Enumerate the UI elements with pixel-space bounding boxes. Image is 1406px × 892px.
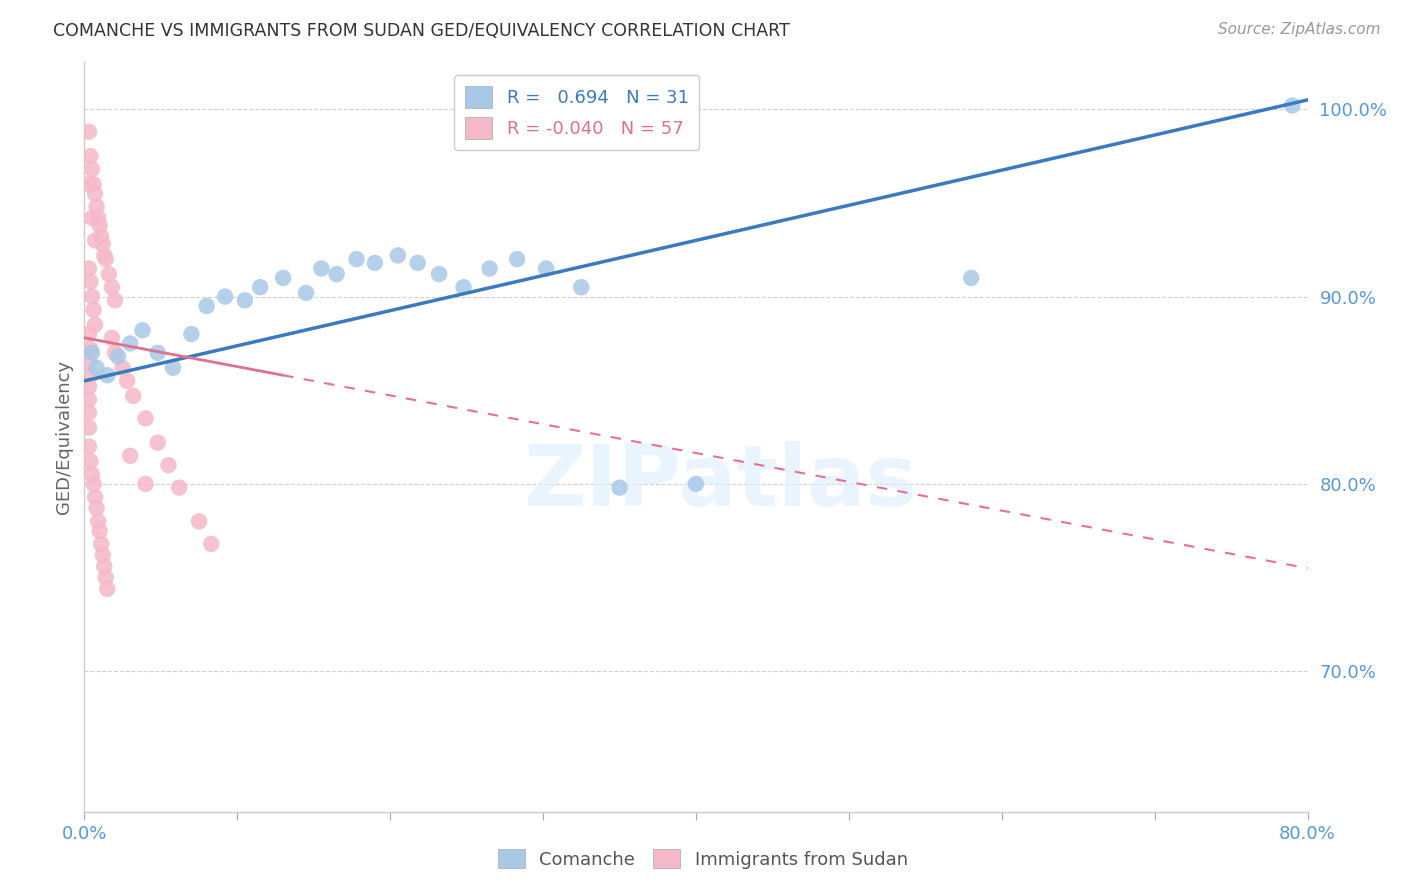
Point bbox=[131, 323, 153, 337]
Point bbox=[80, 211, 103, 225]
Point bbox=[89, 524, 111, 538]
Point bbox=[180, 326, 202, 341]
Point bbox=[214, 289, 236, 303]
Point bbox=[506, 252, 529, 266]
Point bbox=[93, 248, 115, 262]
Point bbox=[89, 219, 111, 233]
Point bbox=[77, 379, 100, 393]
Point bbox=[107, 350, 129, 364]
Point bbox=[84, 490, 107, 504]
Point bbox=[104, 293, 127, 308]
Point bbox=[86, 360, 108, 375]
Point bbox=[120, 449, 142, 463]
Point bbox=[86, 501, 108, 516]
Point bbox=[188, 514, 211, 528]
Point bbox=[77, 261, 100, 276]
Point bbox=[609, 481, 631, 495]
Point bbox=[80, 467, 103, 482]
Legend: R =   0.694   N = 31, R = -0.040   N = 57: R = 0.694 N = 31, R = -0.040 N = 57 bbox=[454, 75, 699, 150]
Point bbox=[84, 318, 107, 332]
Point bbox=[96, 582, 118, 596]
Point bbox=[104, 345, 127, 359]
Point bbox=[83, 302, 105, 317]
Point bbox=[77, 439, 100, 453]
Point bbox=[478, 261, 501, 276]
Point bbox=[101, 280, 124, 294]
Point bbox=[387, 248, 409, 262]
Point bbox=[311, 261, 333, 276]
Point bbox=[325, 267, 347, 281]
Point bbox=[77, 392, 100, 407]
Point bbox=[346, 252, 368, 266]
Point bbox=[101, 331, 124, 345]
Point bbox=[90, 537, 112, 551]
Point bbox=[77, 326, 100, 341]
Point bbox=[453, 280, 475, 294]
Point bbox=[80, 162, 103, 177]
Point bbox=[94, 252, 117, 266]
Point bbox=[167, 481, 190, 495]
Point bbox=[364, 256, 387, 270]
Point bbox=[84, 233, 107, 247]
Point bbox=[960, 270, 983, 285]
Point bbox=[94, 571, 117, 585]
Point bbox=[295, 285, 318, 300]
Point bbox=[146, 435, 169, 450]
Point bbox=[83, 476, 105, 491]
Point bbox=[162, 360, 184, 375]
Point bbox=[83, 177, 105, 191]
Point bbox=[271, 270, 294, 285]
Legend: Comanche, Immigrants from Sudan: Comanche, Immigrants from Sudan bbox=[491, 842, 915, 876]
Point bbox=[146, 345, 169, 359]
Point bbox=[79, 149, 101, 163]
Point bbox=[115, 374, 138, 388]
Point bbox=[157, 458, 180, 472]
Point bbox=[200, 537, 222, 551]
Point bbox=[79, 275, 101, 289]
Point bbox=[195, 299, 218, 313]
Text: Source: ZipAtlas.com: Source: ZipAtlas.com bbox=[1218, 22, 1381, 37]
Point bbox=[97, 267, 120, 281]
Point bbox=[91, 548, 114, 562]
Point bbox=[77, 420, 100, 434]
Point bbox=[406, 256, 429, 270]
Point bbox=[77, 406, 100, 420]
Point bbox=[80, 289, 103, 303]
Point bbox=[79, 368, 101, 383]
Text: ZIPatlas: ZIPatlas bbox=[523, 441, 917, 524]
Point bbox=[569, 280, 592, 294]
Point bbox=[120, 336, 142, 351]
Point bbox=[122, 389, 145, 403]
Point bbox=[427, 267, 450, 281]
Point bbox=[84, 186, 107, 201]
Point bbox=[79, 454, 101, 468]
Point bbox=[86, 200, 108, 214]
Point bbox=[87, 514, 110, 528]
Point bbox=[249, 280, 271, 294]
Point bbox=[135, 411, 157, 425]
Point bbox=[90, 229, 112, 244]
Point bbox=[1281, 98, 1303, 112]
Y-axis label: GED/Equivalency: GED/Equivalency bbox=[55, 360, 73, 514]
Point bbox=[77, 355, 100, 369]
Point bbox=[93, 559, 115, 574]
Point bbox=[534, 261, 557, 276]
Point bbox=[77, 177, 100, 191]
Point bbox=[233, 293, 256, 308]
Point bbox=[96, 368, 118, 383]
Point bbox=[79, 342, 101, 356]
Point bbox=[135, 476, 157, 491]
Point bbox=[91, 237, 114, 252]
Point bbox=[80, 345, 103, 359]
Text: COMANCHE VS IMMIGRANTS FROM SUDAN GED/EQUIVALENCY CORRELATION CHART: COMANCHE VS IMMIGRANTS FROM SUDAN GED/EQ… bbox=[53, 22, 790, 40]
Point bbox=[111, 360, 134, 375]
Point bbox=[77, 125, 100, 139]
Point bbox=[685, 476, 707, 491]
Point bbox=[87, 211, 110, 225]
